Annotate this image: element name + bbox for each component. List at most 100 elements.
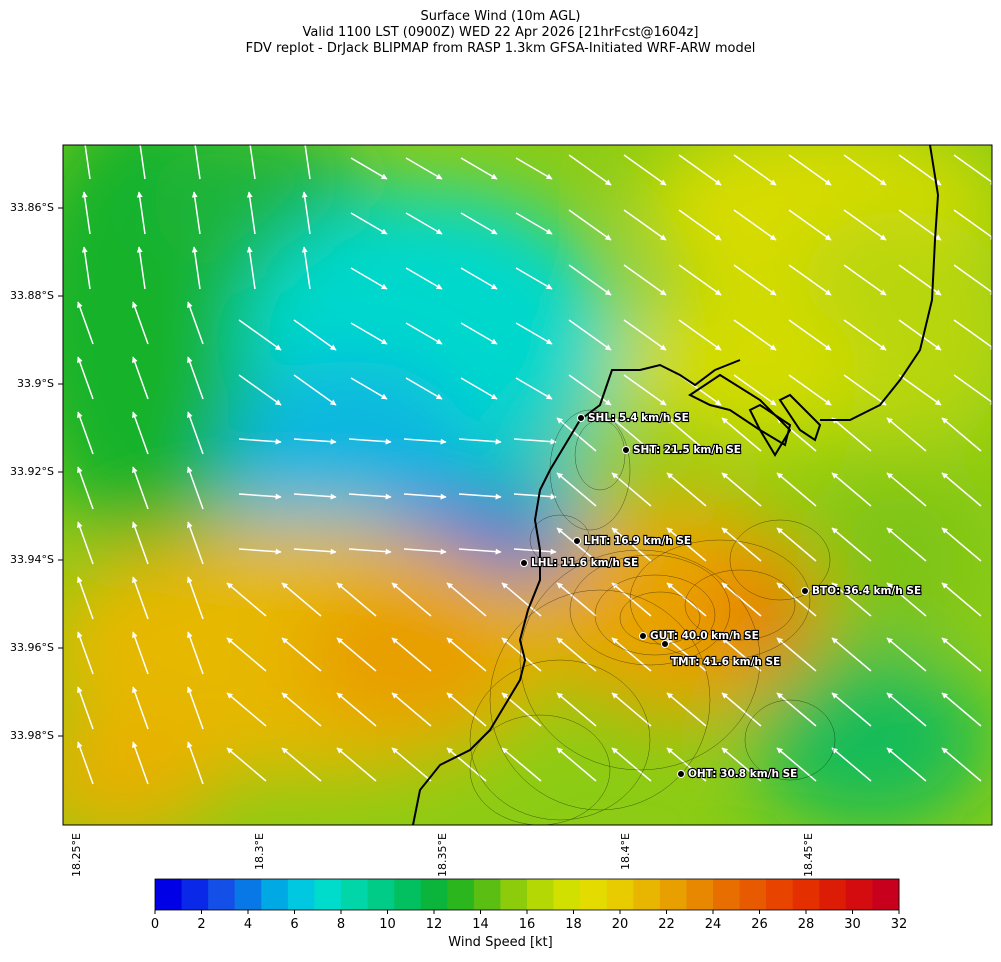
wind-arrow [405,212,443,235]
wind-arrow [391,692,432,727]
wind-arrow [623,319,667,351]
station-label: TMT: 41.6 km/h SE [671,656,780,668]
wind-arrow [776,582,817,617]
wind-arrow [81,191,91,235]
wind-arrow [776,637,817,672]
colorbar-swatch [792,879,820,910]
wind-speed-field [63,145,992,825]
wind-arrow [405,377,443,400]
wind-arrow [238,319,282,351]
wind-arrow [139,145,146,180]
wind-arrow [186,301,204,345]
lat-label: 33.98°S [10,729,54,742]
wind-arrow [458,548,502,555]
colorbar-swatch [261,879,289,910]
wind-arrow [350,322,388,345]
wind-arrow [788,154,832,186]
wind-arrow [513,548,557,555]
wind-arrow [831,692,872,727]
wind-arrow [76,521,94,565]
lat-label: 33.86°S [10,201,54,214]
station-label: SHT: 21.5 km/h SE [633,444,741,456]
wind-arrow [76,631,94,675]
station-label: GUT: 40.0 km/h SE [650,630,759,642]
wind-arrow [788,374,832,406]
wind-arrow [843,319,887,351]
colorbar-tick-label: 2 [197,917,206,932]
station-markers: SHL: 5.4 km/h SE SHT: 21.5 km/h SE LHT: 16… [520,411,922,781]
wind-arrow [194,145,201,180]
colorbar-swatch [739,879,767,910]
wind-arrow [76,686,94,730]
wind-arrow [348,493,392,500]
lat-label: 33.96°S [10,641,54,654]
colorbar-tick-label: 32 [890,917,908,932]
lat-label: 33.88°S [10,289,54,302]
wind-arrow [458,493,502,500]
wind-arrow [678,154,722,186]
wind-arrow [293,493,337,500]
wind-arrow [513,438,557,445]
wind-arrow [391,637,432,672]
wind-arrow [136,246,146,290]
colorbar-tick-label: 14 [472,917,489,932]
wind-arrow [293,374,337,406]
colorbar-tick-label: 20 [611,917,629,932]
wind-arrow [898,154,942,186]
wind-arrow [886,472,927,507]
wind-arrow [788,264,832,296]
colorbar-tick-label: 0 [150,917,160,932]
wind-arrow [556,417,597,452]
wind-arrow [843,264,887,296]
lon-label: 18.4°E [619,833,632,870]
colorbar-label: Wind Speed [kt] [448,935,553,950]
wind-arrow [350,267,388,290]
wind-arrow [515,267,553,290]
wind-arrow [76,301,94,345]
colorbar-swatch [181,879,209,910]
colorbar-swatch [394,879,422,910]
wind-arrow [941,527,982,562]
wind-arrow [678,264,722,296]
colorbar-tick-label: 18 [565,917,582,932]
wind-arrow [460,377,498,400]
wind-arrow [348,548,392,555]
wind-arrow [186,741,204,785]
wind-arrows [76,145,992,785]
station-marker [577,414,585,422]
wind-arrow [556,747,597,782]
wind-arrow [186,466,204,510]
colorbar-tick-label: 16 [518,917,536,932]
wind-arrow [301,191,311,235]
wind-arrow [556,637,597,672]
wind-arrow [304,145,311,180]
wind-arrow [776,747,817,782]
wind-arrow [953,154,992,186]
wind-arrow [131,301,149,345]
colorbar-swatch [208,879,236,910]
wind-arrow [281,747,322,782]
wind-arrow [843,209,887,241]
colorbar-swatch [766,879,794,910]
wind-arrow [446,637,487,672]
wind-arrow [623,264,667,296]
wind-arrow [336,692,377,727]
colorbar-swatch [580,879,608,910]
colorbar-swatch [473,879,501,910]
wind-arrow [131,521,149,565]
wind-arrow [131,466,149,510]
wind-arrow [886,637,927,672]
wind-arrow [131,576,149,620]
wind-arrow [238,438,282,445]
wind-arrow [843,374,887,406]
station-marker [573,537,581,545]
wind-arrow [191,191,201,235]
wind-arrow [678,209,722,241]
wind-arrow [281,582,322,617]
wind-arrow [84,145,91,180]
wind-arrow [568,319,612,351]
wind-arrow [350,157,388,180]
wind-arrow [611,417,652,452]
wind-arrow [293,438,337,445]
